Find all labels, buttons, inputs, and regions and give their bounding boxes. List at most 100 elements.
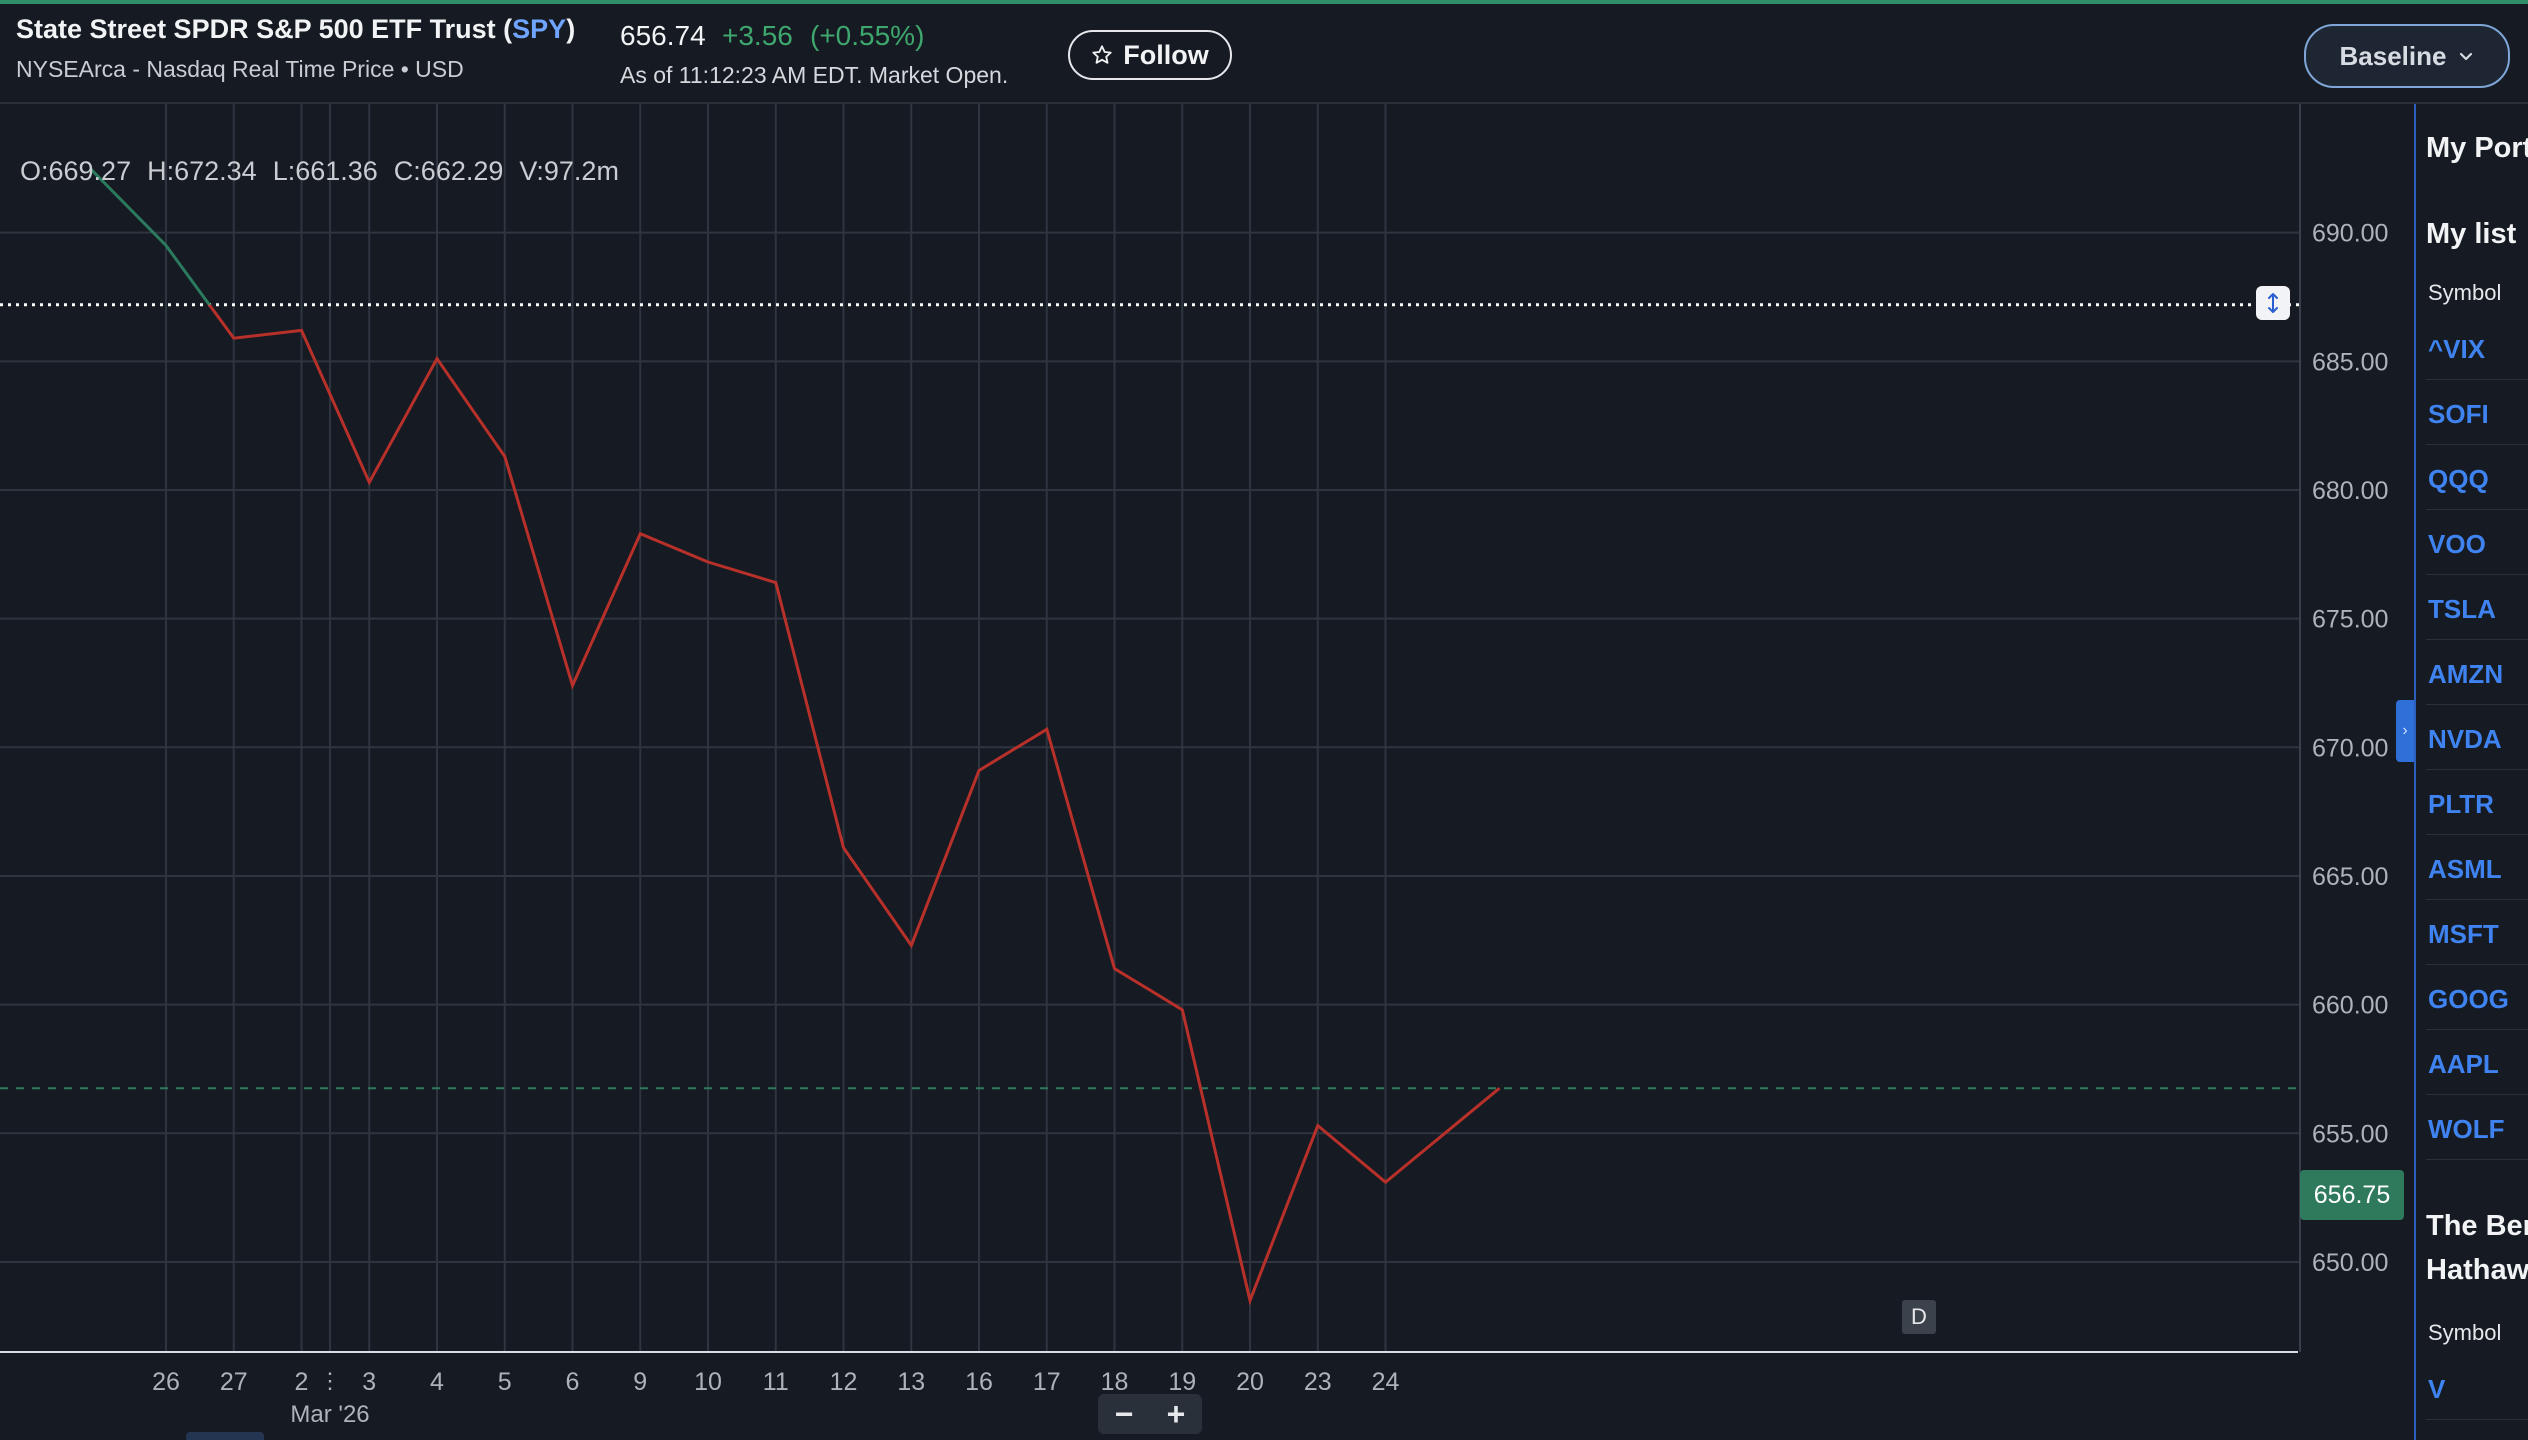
close-value: C:662.29 xyxy=(393,156,504,186)
scroll-stub[interactable] xyxy=(186,1432,264,1440)
zoom-in-button[interactable]: + xyxy=(1166,1395,1186,1432)
x-tick-label: 23 xyxy=(1304,1368,1332,1396)
watchlist-symbol[interactable]: AMZN xyxy=(2428,659,2504,689)
watchlist-symbol[interactable]: SOFI xyxy=(2428,399,2489,429)
x-tick-label: 26 xyxy=(152,1368,180,1396)
y-tick-label: 655.00 xyxy=(2312,1120,2388,1148)
month-separator-dots: ⋮ xyxy=(319,1368,341,1393)
open-value: O:669.27 xyxy=(20,156,132,186)
symbol-column-header-2[interactable]: Symbol xyxy=(2428,1320,2502,1345)
title-suffix: ) xyxy=(566,14,576,44)
low-value: L:661.36 xyxy=(272,156,378,186)
as-of-timestamp: As of 11:12:23 AM EDT. Market Open. xyxy=(620,62,1009,88)
x-tick-label: 20 xyxy=(1236,1368,1264,1396)
ohlc-readout: O:669.27 H:672.34 L:661.36 C:662.29 V:97.2m xyxy=(20,156,635,187)
watchlist-row[interactable]: MSFT xyxy=(2426,901,2528,965)
watchlist-row[interactable]: QQQ xyxy=(2426,446,2528,510)
x-tick-label: 16 xyxy=(965,1368,993,1396)
y-tick-label: 660.00 xyxy=(2312,992,2388,1020)
portfolio-heading[interactable]: My Portfolio xyxy=(2426,132,2528,164)
x-tick-label: 12 xyxy=(830,1368,858,1396)
x-tick-label: 27 xyxy=(220,1368,248,1396)
x-tick-label: 5 xyxy=(498,1368,512,1396)
watchlist-row[interactable]: AAPL xyxy=(2426,1031,2528,1095)
price-series-below-baseline xyxy=(207,304,1501,1306)
list2-heading-line1[interactable]: The Berkshire xyxy=(2426,1210,2528,1242)
watchlist-row[interactable]: NVDA xyxy=(2426,706,2528,770)
x-tick-label: 4 xyxy=(430,1368,444,1396)
last-price: 656.74 xyxy=(620,20,706,51)
chart-canvas[interactable]: 690.00 685.00 680.00 675.00 670.00 665.00 660.… xyxy=(0,104,2414,1440)
chevron-down-icon xyxy=(2460,52,2473,61)
watchlist-symbol[interactable]: VOO xyxy=(2428,529,2486,559)
watchlist-row[interactable]: ASML xyxy=(2426,836,2528,900)
watchlist-row[interactable]: VOO xyxy=(2426,511,2528,575)
x-tick-label: 19 xyxy=(1168,1368,1196,1396)
exchange-subtitle: NYSEArca - Nasdaq Real Time Price • USD xyxy=(16,56,464,82)
watchlist-sidebar: My Portfolio My list Symbol ^VIX SOFI QQQ V… xyxy=(2414,104,2528,1440)
watchlist-row[interactable]: PLTR xyxy=(2426,771,2528,835)
follow-label: Follow xyxy=(1123,39,1209,70)
watchlist-symbol[interactable]: ^VIX xyxy=(2428,334,2486,364)
watchlist-symbol[interactable]: AAPL xyxy=(2428,1049,2499,1079)
y-tick-label: 680.00 xyxy=(2312,477,2388,505)
follow-button[interactable]: Follow xyxy=(1068,30,1232,80)
sidebar-toggle-tab[interactable]: › xyxy=(2396,700,2414,762)
watchlist-symbol[interactable]: TSLA xyxy=(2428,594,2496,624)
y-tick-label: 690.00 xyxy=(2312,220,2388,248)
security-title: State Street SPDR S&P 500 ETF Trust (SPY… xyxy=(16,14,575,45)
chart-type-dropdown[interactable]: Baseline xyxy=(2304,24,2510,88)
x-tick-label: 2 xyxy=(295,1368,309,1396)
x-tick-label: 3 xyxy=(362,1368,376,1396)
x-tick-label: 10 xyxy=(694,1368,722,1396)
watchlist-row[interactable]: V xyxy=(2426,1356,2528,1420)
price-change-percent: (+0.55%) xyxy=(810,20,925,51)
y-tick-label: 650.00 xyxy=(2312,1249,2388,1277)
watchlist-symbol[interactable]: MSFT xyxy=(2428,919,2499,949)
quote-header: State Street SPDR S&P 500 ETF Trust (SPY… xyxy=(0,4,2528,104)
title-text: State Street SPDR S&P 500 ETF Trust ( xyxy=(16,14,513,44)
zoom-control: − + xyxy=(1098,1394,1202,1434)
x-tick-label: 13 xyxy=(897,1368,925,1396)
zoom-out-button[interactable]: − xyxy=(1114,1395,1134,1432)
y-tick-label: 675.00 xyxy=(2312,606,2388,634)
price-change: +3.56 xyxy=(722,20,793,51)
x-tick-label: 18 xyxy=(1101,1368,1129,1396)
baseline-drag-handle[interactable] xyxy=(2256,286,2290,320)
list2-heading-line2: Hathaway xyxy=(2426,1254,2528,1286)
watchlist-symbol[interactable]: WOLF xyxy=(2428,1114,2505,1144)
high-value: H:672.34 xyxy=(147,156,257,186)
watchlist-row[interactable]: WOLF xyxy=(2426,1096,2528,1160)
watchlist-symbol[interactable]: GOOG xyxy=(2428,984,2509,1014)
chevron-right-icon: › xyxy=(2402,722,2408,739)
watchlist-symbol[interactable]: PLTR xyxy=(2428,789,2494,819)
vertical-arrows-icon xyxy=(2268,293,2278,313)
dividend-marker[interactable]: D xyxy=(1902,1300,1936,1334)
current-price-badge: 656.75 xyxy=(2300,1170,2404,1220)
x-tick-label: 6 xyxy=(566,1368,580,1396)
ticker-symbol[interactable]: SPY xyxy=(512,14,567,44)
star-outline-icon xyxy=(1092,45,1112,64)
watchlist-symbol[interactable]: V xyxy=(2428,1374,2446,1404)
y-tick-label: 685.00 xyxy=(2312,348,2388,376)
price-chart[interactable]: 690.00 685.00 680.00 675.00 670.00 665.00 660.… xyxy=(0,104,2414,1440)
y-tick-label: 670.00 xyxy=(2312,734,2388,762)
watchlist-row[interactable]: GOOG xyxy=(2426,966,2528,1030)
symbol-column-header[interactable]: Symbol xyxy=(2428,280,2502,305)
top-accent-bar xyxy=(0,0,2528,4)
chart-type-label: Baseline xyxy=(2339,40,2447,71)
x-tick-label: 24 xyxy=(1372,1368,1400,1396)
watchlist-row[interactable]: SOFI xyxy=(2426,381,2528,445)
watchlist-row[interactable]: TSLA xyxy=(2426,576,2528,640)
list-heading[interactable]: My list xyxy=(2426,218,2517,250)
x-tick-label: 9 xyxy=(633,1368,647,1396)
watchlist-symbol[interactable]: NVDA xyxy=(2428,724,2502,754)
watchlist-symbol[interactable]: ASML xyxy=(2428,854,2502,884)
watchlist-row[interactable]: ^VIX xyxy=(2426,316,2528,380)
volume-value: V:97.2m xyxy=(519,156,619,186)
y-tick-label: 665.00 xyxy=(2312,863,2388,891)
watchlist-row[interactable]: AMZN xyxy=(2426,641,2528,705)
x-tick-label: 17 xyxy=(1033,1368,1061,1396)
watchlist-symbol[interactable]: QQQ xyxy=(2428,464,2489,494)
x-tick-label: 11 xyxy=(763,1368,789,1396)
